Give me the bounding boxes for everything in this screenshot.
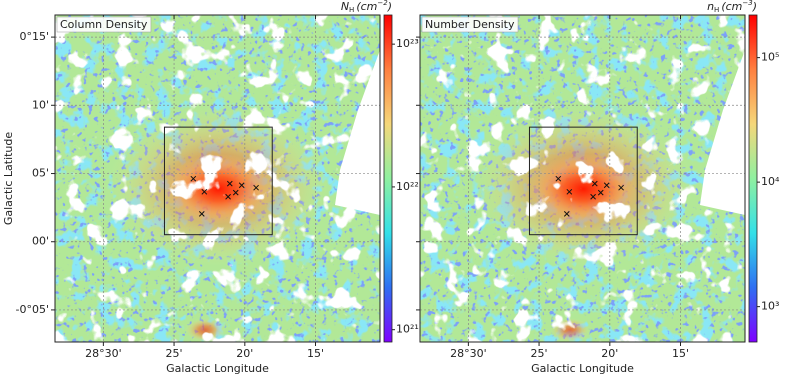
y-tick-label: 00' bbox=[32, 235, 49, 248]
map-image bbox=[420, 15, 745, 342]
label-subscript: H bbox=[714, 6, 719, 14]
map-holes bbox=[55, 15, 380, 342]
panel-title-box bbox=[56, 16, 152, 33]
y-tick-label: -0°05' bbox=[16, 303, 50, 316]
colorbar-tick-label: 10²³ bbox=[396, 37, 419, 50]
label-exponent: −3 bbox=[742, 0, 752, 7]
x-axis-label: Galactic Longitude bbox=[531, 362, 634, 375]
x-tick-label: 15' bbox=[307, 347, 324, 360]
panel-title: Number Density bbox=[425, 18, 515, 31]
y-tick-label: 05' bbox=[32, 167, 49, 180]
label-unit: (cm bbox=[721, 0, 742, 13]
source-marker bbox=[591, 180, 598, 187]
map-holes bbox=[420, 15, 745, 342]
source-marker bbox=[555, 175, 562, 182]
x-tick-label: 15' bbox=[672, 347, 689, 360]
source-marker bbox=[225, 193, 231, 200]
source-marker bbox=[253, 184, 259, 191]
colorbar-label: nH (cm−3) bbox=[707, 0, 757, 14]
source-marker bbox=[563, 211, 570, 217]
source-marker bbox=[618, 184, 624, 191]
label-symbol: n bbox=[707, 0, 714, 13]
region-box bbox=[528, 126, 638, 236]
colorbar-tick-label: 10³ bbox=[761, 300, 779, 313]
source-marker bbox=[201, 188, 208, 195]
y-tick-label: 10' bbox=[32, 98, 49, 111]
source-marker bbox=[597, 189, 604, 196]
x-tick-label: 25' bbox=[531, 347, 548, 360]
source-marker bbox=[238, 182, 245, 189]
x-tick-label: 25' bbox=[166, 347, 183, 360]
label-exponent: −2 bbox=[377, 0, 388, 7]
y-axis-label: Galactic Latitude bbox=[2, 132, 15, 226]
label-close: ) bbox=[387, 0, 392, 13]
source-marker bbox=[190, 175, 197, 182]
colorbar-tick-label: 10⁴ bbox=[761, 175, 780, 188]
label-symbol: N bbox=[341, 0, 349, 13]
colorbar bbox=[748, 14, 758, 343]
colorbar-tick-label: 10²¹ bbox=[396, 323, 419, 336]
panel-title: Column Density bbox=[60, 18, 148, 31]
panel-title-box bbox=[421, 16, 519, 33]
source-marker bbox=[603, 182, 610, 189]
label-close: ) bbox=[752, 0, 757, 13]
source-marker bbox=[226, 180, 233, 187]
x-tick-label: 28°30' bbox=[85, 347, 122, 360]
colorbar-label: NH (cm−2) bbox=[341, 0, 392, 14]
y-tick-label: 0°15' bbox=[19, 30, 49, 43]
x-tick-label: 20' bbox=[236, 347, 253, 360]
label-unit: (cm bbox=[356, 0, 377, 13]
source-marker bbox=[566, 188, 573, 195]
source-marker bbox=[198, 211, 205, 217]
map-image bbox=[55, 15, 380, 342]
frame bbox=[54, 14, 381, 343]
colorbar-tick-label: 10²² bbox=[396, 180, 419, 193]
x-tick-label: 28°30' bbox=[450, 347, 487, 360]
frame bbox=[419, 14, 746, 343]
source-marker bbox=[232, 189, 239, 196]
region-box bbox=[163, 126, 273, 236]
colorbar bbox=[383, 14, 393, 343]
x-axis-label: Galactic Longitude bbox=[166, 362, 269, 375]
source-marker bbox=[590, 193, 596, 200]
colorbar-tick-label: 10⁵ bbox=[761, 51, 779, 64]
x-tick-label: 20' bbox=[601, 347, 618, 360]
label-subscript: H bbox=[349, 6, 354, 14]
